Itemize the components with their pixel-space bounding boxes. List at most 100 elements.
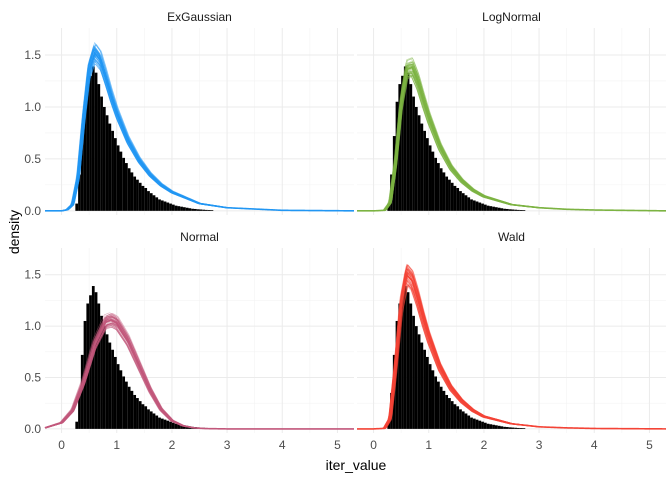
histogram-bar (147, 191, 150, 211)
histogram-bar (414, 326, 418, 429)
histogram-bar (125, 381, 128, 429)
x-tick-label: 5 (334, 438, 341, 452)
histogram-bar (450, 182, 454, 211)
y-axis-title: density (6, 210, 22, 254)
histogram-bar (174, 205, 178, 211)
histogram-bar (494, 207, 498, 211)
histogram-bar (152, 413, 156, 429)
histogram-bar (519, 428, 523, 429)
x-tick-label: 2 (169, 438, 176, 452)
histogram-bar (155, 415, 159, 429)
histogram-bar (461, 193, 465, 211)
histogram-bar (398, 303, 402, 429)
histogram-bar (492, 424, 495, 429)
histogram-bar (431, 370, 435, 429)
histogram-bar (207, 210, 211, 211)
histogram-bar (130, 172, 134, 211)
histogram-bar (420, 342, 424, 429)
x-tick-label: 3 (536, 438, 543, 452)
histogram-bar (80, 136, 84, 211)
histogram-bar (500, 426, 504, 429)
histogram-bar (199, 209, 203, 211)
histogram-bar (105, 115, 109, 211)
histogram-bar (138, 182, 142, 211)
histogram-bar (448, 179, 451, 211)
histogram-bar (475, 201, 479, 211)
histogram-bar (152, 195, 156, 211)
histogram-bar (437, 163, 440, 211)
histogram-bar (144, 406, 148, 429)
facet-panel-exgaussian: ExGaussian 0.0 0.5 1.0 1.5 (24, 10, 355, 218)
histogram-bar (127, 168, 131, 211)
histogram-bar (519, 210, 523, 211)
histogram-bar (401, 75, 404, 211)
histogram-bar (464, 413, 468, 429)
histogram-bar (174, 423, 178, 429)
facet-strip-label: Wald (498, 230, 525, 244)
density-line (357, 272, 667, 430)
histogram-bar (517, 209, 520, 211)
histogram-bar (489, 206, 493, 211)
histogram-bar (486, 205, 490, 211)
histogram-bar (113, 356, 117, 429)
histogram-bar (517, 427, 520, 429)
histogram-bar (428, 364, 432, 429)
histogram-bar (210, 210, 214, 211)
histogram-bar (494, 425, 498, 429)
histogram-bar (149, 193, 153, 211)
histogram-bar (456, 187, 460, 211)
histogram-bar (78, 392, 81, 429)
histogram-bar (456, 406, 460, 429)
histogram-bar (406, 72, 410, 211)
histogram-bar (475, 419, 479, 429)
histogram-bar (169, 421, 172, 429)
x-tick-label: 1 (113, 438, 120, 452)
histogram-bar (91, 66, 95, 211)
histogram-bar (459, 409, 462, 429)
histogram-bar (116, 145, 120, 211)
facet-panel-lognormal: LogNormal (357, 10, 667, 215)
y-tick-label: 0.0 (24, 204, 41, 218)
x-tick-label: 4 (279, 438, 286, 452)
histogram-bar (417, 115, 421, 211)
histogram-bar (445, 394, 449, 429)
histogram-bar (464, 195, 468, 211)
x-tick-label: 2 (481, 438, 488, 452)
histogram-bar (122, 376, 126, 429)
histogram-bar (442, 172, 446, 211)
x-tick-label: 4 (591, 438, 598, 452)
facet-strip-label: ExGaussian (167, 10, 232, 24)
histogram-bar (387, 421, 391, 429)
histogram-bar (387, 203, 391, 211)
histogram-bar (511, 209, 515, 211)
histogram-bar (108, 342, 112, 429)
histogram-bar (119, 370, 123, 429)
histogram-bar (409, 84, 413, 211)
histogram-bar (75, 421, 79, 429)
histogram-bar (119, 151, 123, 211)
histogram-bar (403, 66, 407, 211)
histogram-bar (505, 208, 509, 211)
y-tick-label: 1.0 (24, 100, 41, 114)
histogram-bar (445, 176, 449, 211)
x-tick-label: 1 (425, 438, 432, 452)
histogram-bar (472, 200, 476, 211)
histogram-bar (425, 356, 429, 429)
histogram-bar (486, 423, 490, 429)
histogram-bar (100, 96, 103, 211)
y-tick-label: 1.5 (24, 48, 41, 62)
histogram-bar (467, 415, 471, 429)
histogram-bar (116, 364, 120, 429)
histogram-bar (111, 349, 114, 429)
histogram-bar (89, 75, 92, 211)
x-tick-label: 0 (370, 438, 377, 452)
histogram-bar (188, 208, 192, 211)
histogram-bar (505, 427, 509, 429)
histogram-bar (472, 418, 476, 429)
histogram-bar (439, 386, 443, 429)
histogram-bar (160, 200, 164, 211)
histogram-bar (492, 206, 495, 211)
histogram-bar (141, 404, 145, 429)
histogram-bar (91, 286, 95, 429)
